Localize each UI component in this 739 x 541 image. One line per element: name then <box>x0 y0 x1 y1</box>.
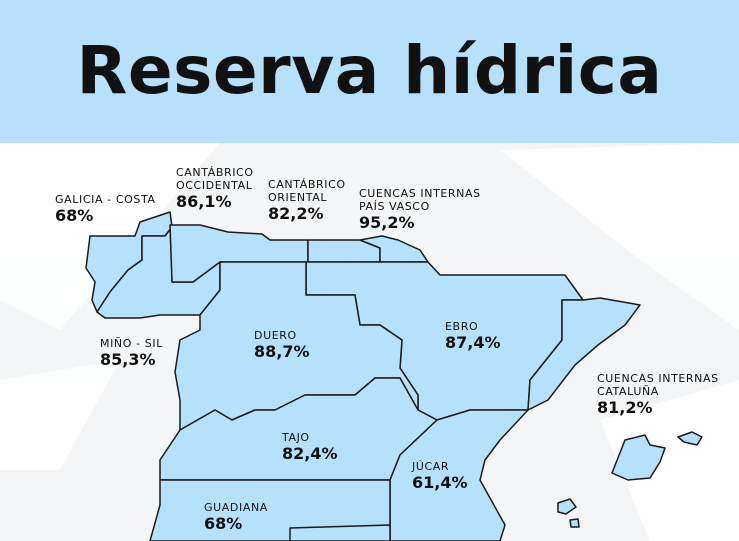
region-name: CANTÁBRICO OCCIDENTAL <box>176 166 254 192</box>
background-pattern <box>0 143 739 541</box>
label-cataluna: CUENCAS INTERNAS CATALUÑA 81,2% <box>597 372 719 418</box>
region-guadiana[interactable] <box>149 479 391 541</box>
region-value: 88,7% <box>254 342 310 361</box>
region-name: CUENCAS INTERNAS CATALUÑA <box>597 372 719 398</box>
label-ebro: EBRO 87,4% <box>445 320 501 353</box>
island-menorca <box>677 431 703 446</box>
region-pais-vasco[interactable] <box>359 235 429 263</box>
region-name: GALICIA - COSTA <box>55 193 156 206</box>
region-value: 68% <box>55 206 94 225</box>
label-guadiana: GUADIANA 68% <box>204 501 268 534</box>
label-cantabrico-oriental: CANTÁBRICO ORIENTAL 82,2% <box>268 178 346 224</box>
region-name: CANTÁBRICO ORIENTAL <box>268 178 346 204</box>
region-name: GUADIANA <box>204 501 268 514</box>
title-banner: Reserva hídrica <box>0 0 739 143</box>
label-galicia-costa: GALICIA - COSTA 68% <box>55 193 156 226</box>
region-value: 81,2% <box>597 398 653 417</box>
label-pais-vasco: CUENCAS INTERNAS PAÍS VASCO 95,2% <box>359 187 481 233</box>
region-value: 68% <box>204 514 243 533</box>
island-ibiza <box>557 498 577 515</box>
region-value: 82,2% <box>268 204 324 223</box>
region-value: 87,4% <box>445 333 501 352</box>
region-name: EBRO <box>445 320 479 333</box>
region-value: 61,4% <box>412 473 468 492</box>
region-jucar[interactable] <box>389 409 529 541</box>
region-value: 82,4% <box>282 444 338 463</box>
region-segura[interactable] <box>289 524 391 541</box>
label-mino-sil: MIÑO - SIL 85,3% <box>100 337 163 370</box>
region-name: TAJO <box>282 431 310 444</box>
region-value: 85,3% <box>100 350 156 369</box>
label-cantabrico-occidental: CANTÁBRICO OCCIDENTAL 86,1% <box>176 166 254 212</box>
region-cataluna[interactable] <box>527 297 641 411</box>
label-jucar: JÚCAR 61,4% <box>412 460 468 493</box>
island-formentera <box>569 518 580 528</box>
label-duero: DUERO 88,7% <box>254 329 310 362</box>
region-value: 86,1% <box>176 192 232 211</box>
region-value: 95,2% <box>359 213 415 232</box>
region-name: DUERO <box>254 329 297 342</box>
label-tajo: TAJO 82,4% <box>282 431 338 464</box>
region-name: CUENCAS INTERNAS PAÍS VASCO <box>359 187 481 213</box>
page-title: Reserva hídrica <box>76 32 663 109</box>
region-name: JÚCAR <box>412 460 450 473</box>
region-name: MIÑO - SIL <box>100 337 163 350</box>
island-mallorca <box>611 434 666 481</box>
